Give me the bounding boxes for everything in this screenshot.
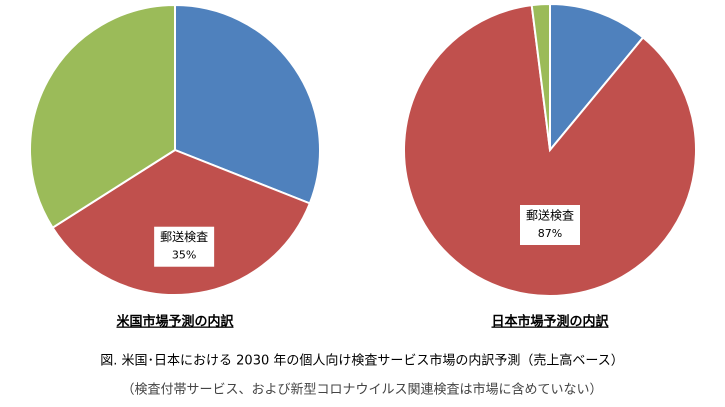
pie-slice bbox=[51, 148, 312, 296]
pie-slice bbox=[29, 3, 176, 230]
note: （検査付帯サービス、および新型コロナウイルス関連検査は市場に含めていない） bbox=[121, 382, 602, 398]
value-label: 87% bbox=[538, 227, 562, 240]
label-box bbox=[520, 205, 580, 245]
value-label: 35% bbox=[172, 249, 196, 262]
chart-title: 日本市場予測の内訳 bbox=[491, 314, 609, 330]
slice-label: 郵送検査 bbox=[526, 208, 574, 223]
chart-title: 米国市場予測の内訳 bbox=[116, 314, 234, 330]
caption: 図. 米国･日本における 2030 年の個人向け検査サービス市場の内訳予測（売上… bbox=[100, 353, 623, 369]
pie-slice bbox=[549, 2, 645, 153]
slice-label: 郵送検査 bbox=[160, 229, 208, 244]
pie-slice bbox=[403, 4, 697, 297]
pie-slice bbox=[174, 3, 321, 205]
pie-slice bbox=[530, 2, 551, 151]
label-box bbox=[154, 226, 215, 267]
